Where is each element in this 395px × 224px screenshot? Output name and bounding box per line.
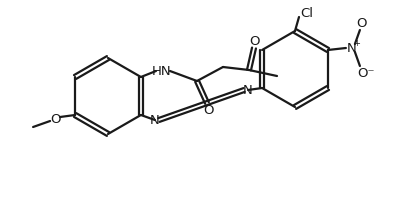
Text: O: O (357, 17, 367, 30)
Text: O: O (250, 34, 260, 47)
Text: O: O (203, 103, 213, 116)
Text: O⁻: O⁻ (357, 67, 375, 80)
Text: +: + (354, 39, 360, 47)
Text: N: N (347, 41, 357, 54)
Text: N: N (150, 114, 160, 127)
Text: N: N (243, 84, 253, 97)
Text: O: O (50, 112, 60, 125)
Text: Cl: Cl (301, 6, 314, 19)
Text: HN: HN (152, 65, 172, 78)
